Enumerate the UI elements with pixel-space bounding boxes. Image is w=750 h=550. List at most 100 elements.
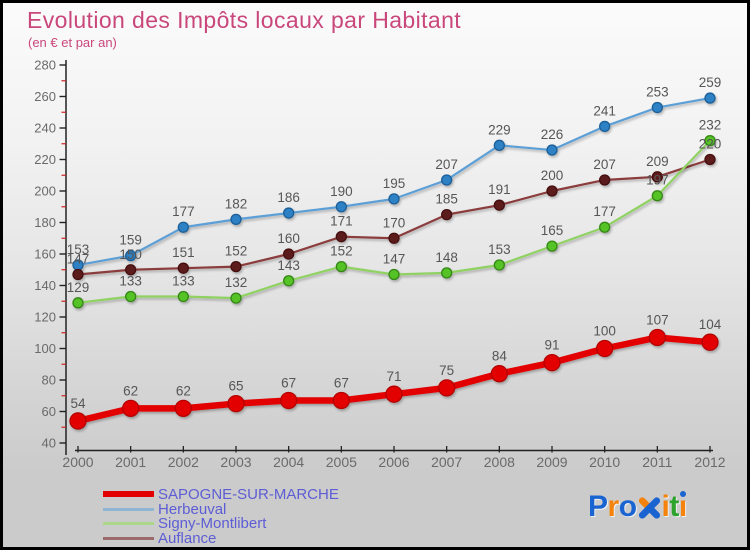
- data-point: [388, 193, 400, 205]
- data-point: [227, 394, 245, 413]
- data-point: [546, 240, 558, 252]
- data-point: [543, 354, 561, 372]
- data-label: 150: [119, 247, 142, 262]
- x-tick-label: 2007: [431, 454, 462, 470]
- data-point: [441, 174, 453, 186]
- y-tick-label: 260: [34, 89, 56, 104]
- logo-letter: i: [661, 490, 670, 523]
- data-point: [335, 201, 347, 213]
- logo-letter: t: [669, 490, 679, 523]
- data-label: 65: [228, 379, 243, 394]
- data-labels: 153 159 177 182 186 190 195 207 229 226 241 253 259 1…: [67, 75, 722, 411]
- data-label: 220: [699, 137, 722, 152]
- data-label: 132: [225, 275, 248, 290]
- data-label: 100: [593, 324, 616, 339]
- y-tick-label: 180: [34, 215, 56, 230]
- data-point: [283, 207, 295, 219]
- data-label: 191: [488, 182, 511, 197]
- data-label: 195: [383, 176, 406, 191]
- data-label: 207: [593, 157, 616, 172]
- data-point: [490, 365, 508, 383]
- legend-swatch: [103, 507, 154, 511]
- data-point: [546, 185, 558, 197]
- series-auflance: [72, 153, 716, 281]
- data-label: 259: [699, 75, 722, 90]
- series-herbeuval: [72, 92, 716, 271]
- logo-x-icon: [637, 494, 662, 528]
- y-tick-label: 200: [34, 184, 56, 199]
- x-tick-label: 2001: [115, 454, 146, 470]
- data-label: 91: [544, 338, 559, 353]
- y-tick-label: 120: [34, 310, 56, 325]
- y-tick-label: 160: [34, 247, 56, 262]
- data-point: [174, 399, 192, 418]
- data-point: [701, 333, 719, 351]
- data-point: [596, 339, 614, 358]
- data-label: 153: [488, 242, 511, 257]
- data-point: [441, 208, 453, 221]
- data-point: [72, 297, 84, 309]
- data-point: [599, 120, 611, 133]
- data-label: 207: [435, 157, 458, 172]
- y-tick-label: 60: [42, 404, 56, 419]
- x-tick-label: 2003: [220, 454, 251, 470]
- data-point: [177, 262, 189, 274]
- x-tick-label: 2002: [168, 454, 199, 470]
- data-point: [125, 249, 137, 262]
- y-tick-label: 220: [34, 152, 56, 167]
- legend-swatch: [103, 536, 154, 540]
- data-label: 67: [281, 375, 296, 390]
- data-point: [599, 174, 611, 186]
- data-point: [122, 399, 140, 418]
- data-point: [388, 232, 400, 244]
- data-label: 147: [67, 251, 90, 266]
- data-point: [283, 275, 295, 287]
- series-sapogne-sur-marche: [69, 328, 719, 430]
- page-subtitle: (en € et par an): [28, 35, 117, 50]
- legend-swatch: [103, 522, 154, 526]
- proxiti-logo: Pro itı: [588, 490, 687, 528]
- legend-item-signy-montlibert: Signy-Montlibert: [103, 516, 339, 531]
- x-tick-label: 2005: [326, 454, 357, 470]
- legend-label: Signy-Montlibert: [158, 515, 267, 533]
- data-point: [546, 144, 558, 156]
- data-label: 209: [646, 154, 669, 169]
- data-label: 75: [439, 363, 454, 378]
- data-label: 241: [593, 103, 616, 118]
- data-label: 200: [541, 168, 564, 183]
- legend-swatch: [103, 491, 154, 498]
- data-label: 148: [435, 250, 458, 265]
- data-label: 170: [383, 215, 406, 230]
- data-point: [438, 379, 456, 397]
- data-label: 152: [225, 244, 248, 259]
- data-label: 67: [334, 375, 349, 390]
- x-tick-label: 2008: [484, 454, 515, 470]
- data-point: [280, 391, 298, 410]
- logo-letter: P: [588, 490, 608, 523]
- data-point: [230, 292, 242, 304]
- data-point: [230, 213, 242, 226]
- data-label: 147: [383, 251, 406, 266]
- data-label: 253: [646, 85, 669, 100]
- data-point: [651, 171, 663, 183]
- data-label: 229: [488, 122, 511, 137]
- data-label: 62: [176, 383, 191, 398]
- data-label: 107: [646, 312, 669, 327]
- data-point: [493, 259, 505, 271]
- data-point: [385, 385, 403, 403]
- logo-letter: o: [618, 490, 637, 523]
- data-point: [335, 260, 347, 273]
- y-tick-label: 80: [42, 373, 56, 388]
- data-label: 71: [386, 369, 401, 384]
- data-label: 129: [67, 280, 90, 295]
- data-point: [704, 134, 716, 147]
- data-point: [704, 92, 716, 104]
- x-tick-label: 2010: [589, 454, 620, 470]
- data-label: 84: [492, 349, 508, 364]
- data-point: [493, 199, 505, 211]
- legend-item-auflance: Auflance: [103, 531, 339, 546]
- x-tick-label: 2011: [642, 454, 672, 470]
- legend-label: Herbeuval: [158, 500, 227, 518]
- legend-item-herbeuval: Herbeuval: [103, 502, 339, 517]
